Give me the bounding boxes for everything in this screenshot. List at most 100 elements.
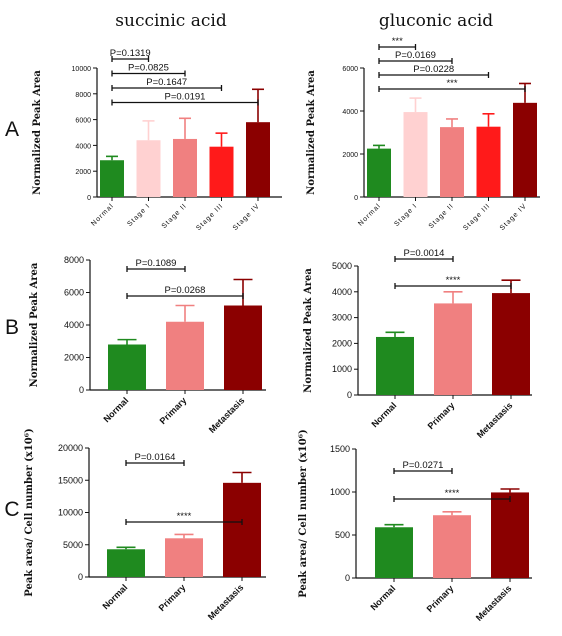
y-tick-label: 6000 <box>75 118 91 125</box>
comparison-label: **** <box>446 275 461 286</box>
y-axis-title: Peak area/ Cell number (x10⁶) <box>24 428 35 597</box>
y-tick-label: 0 <box>354 195 358 202</box>
bar-stage-iv <box>513 102 537 197</box>
category-label: Normal <box>90 202 115 227</box>
y-tick-label: 20000 <box>58 443 83 453</box>
y-tick-label: 0 <box>78 572 83 582</box>
comparison-label: P=0.0191 <box>165 92 206 103</box>
chart-panel-a-gluconic: 0 2000 4000 6000 Normalized Peak Area Normal S… <box>306 36 540 232</box>
comparison-label: P=0.0825 <box>128 63 169 74</box>
y-tick-label: 8000 <box>64 255 84 265</box>
y-tick-label: 2000 <box>64 353 84 363</box>
category-label: Normal <box>368 583 397 612</box>
category-label: Stage I <box>126 202 152 228</box>
row-label-b: B <box>5 316 19 339</box>
y-tick-label: 5000 <box>332 261 352 271</box>
y-tick-label: 0 <box>345 573 350 583</box>
bar-stage-i <box>136 140 161 197</box>
category-label: Metastasis <box>474 583 514 623</box>
y-tick-label: 6000 <box>342 66 358 73</box>
bar-primary <box>434 303 472 395</box>
comparison-label: *** <box>392 36 403 47</box>
bar-normal <box>375 527 413 578</box>
chart-panel-a-succinic: 0 2000 4000 6000 8000 10000 Normalized Peak Ar… <box>32 48 282 232</box>
y-tick-label: 10000 <box>58 508 83 518</box>
bar-stage-ii <box>173 138 197 197</box>
y-tick-label: 15000 <box>58 475 83 485</box>
bar-normal <box>376 336 414 395</box>
bar-normal <box>107 549 145 577</box>
bar-metastasis <box>224 305 262 390</box>
category-label: Normal <box>357 202 382 227</box>
chart-panel-b-gluconic: 0 1000 2000 3000 4000 5000 Normalized Peak Are… <box>303 248 532 440</box>
y-tick-label: 4000 <box>332 287 352 297</box>
bar-stage-iii <box>209 146 234 197</box>
y-tick-label: 1500 <box>330 444 350 454</box>
category-label: Stage IV <box>232 202 262 232</box>
category-label: Metastasis <box>207 395 247 435</box>
row-label-a: A <box>5 118 19 141</box>
comparison-label: *** <box>446 78 457 89</box>
bar-stage-iv <box>246 122 270 197</box>
category-label: Normal <box>100 582 129 611</box>
y-tick-label: 4000 <box>342 109 358 116</box>
y-tick-label: 8000 <box>75 92 91 99</box>
bar-stage-i <box>403 112 428 197</box>
y-tick-label: 4000 <box>64 320 84 330</box>
category-label: Stage III <box>462 202 492 232</box>
comparison-label: **** <box>445 488 460 499</box>
y-tick-label: 1000 <box>332 364 352 374</box>
comparison-label: P=0.0228 <box>413 64 454 75</box>
comparison-label: P=0.0014 <box>404 248 445 259</box>
y-axis-title: Normalized Peak Area <box>32 70 43 195</box>
y-tick-label: 500 <box>335 530 350 540</box>
comparison-label: P=0.1089 <box>136 258 177 269</box>
chart-panel-c-succinic: 0 5000 10000 15000 20000 Peak area/ Cell numb… <box>24 428 266 622</box>
category-label: Primary <box>426 400 457 431</box>
bar-metastasis <box>223 482 261 577</box>
category-label: Primary <box>158 395 189 426</box>
bar-stage-iii <box>476 126 501 197</box>
bar-primary <box>166 321 204 390</box>
comparison-label: **** <box>177 511 192 522</box>
category-label: Stage II <box>428 202 456 230</box>
category-label: Stage I <box>393 202 419 228</box>
row-label-c: C <box>4 498 19 521</box>
bar-metastasis <box>491 492 529 578</box>
column-title-succinic: succinic acid <box>115 11 227 31</box>
y-tick-label: 2000 <box>342 152 358 159</box>
category-label: Stage III <box>195 202 225 232</box>
y-tick-label: 10000 <box>72 66 92 73</box>
y-tick-label: 3000 <box>332 313 352 323</box>
bar-normal <box>100 160 124 197</box>
category-label: Stage IV <box>499 202 529 232</box>
bar-normal <box>108 344 146 390</box>
category-label: Normal <box>369 400 398 429</box>
bar-primary <box>433 515 471 578</box>
comparison-label: P=0.1319 <box>110 48 151 59</box>
category-label: Normal <box>101 395 130 424</box>
bar-primary <box>165 538 203 577</box>
category-label: Primary <box>425 583 456 614</box>
bar-normal <box>367 148 391 197</box>
y-axis-title: Normalized Peak Area <box>306 70 317 195</box>
comparison-label: P=0.0268 <box>165 285 206 296</box>
category-label: Metastasis <box>475 400 515 440</box>
y-tick-label: 5000 <box>63 540 83 550</box>
y-tick-label: 4000 <box>75 143 91 150</box>
y-tick-label: 0 <box>347 390 352 400</box>
y-tick-label: 0 <box>87 195 91 202</box>
category-label: Metastasis <box>206 582 246 622</box>
y-axis-title: Normalized Peak Area <box>29 262 40 387</box>
comparison-label: P=0.0271 <box>403 460 444 471</box>
chart-panel-c-gluconic: 0 500 1000 1500 Peak area/ Cell number (x10⁶… <box>298 429 532 623</box>
y-tick-label: 6000 <box>64 288 84 298</box>
y-tick-label: 0 <box>79 385 84 395</box>
category-label: Primary <box>157 582 188 613</box>
category-label: Stage II <box>161 202 189 230</box>
y-tick-label: 2000 <box>75 169 91 176</box>
column-title-gluconic: gluconic acid <box>379 11 493 31</box>
chart-panel-b-succinic: 0 2000 4000 6000 8000 Normalized Peak Area Nor… <box>29 255 266 435</box>
